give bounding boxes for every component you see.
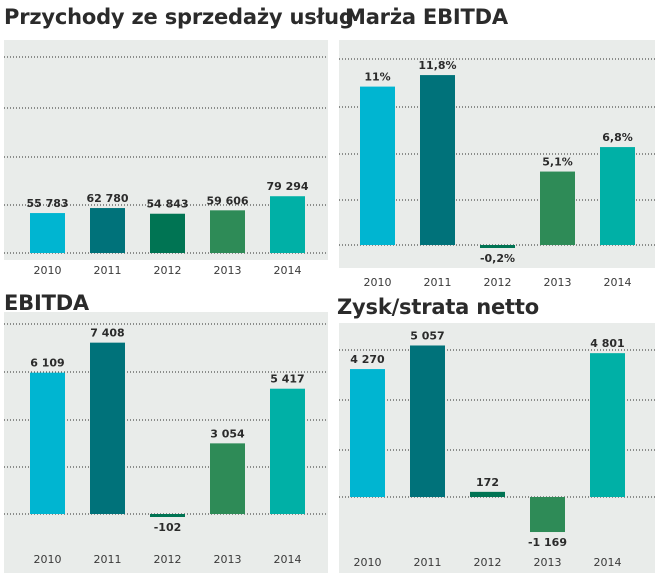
x-tick-label: 2013 — [544, 276, 572, 289]
value-label: 11% — [364, 71, 390, 84]
bar-2014 — [270, 388, 305, 514]
bar-2010 — [360, 86, 395, 245]
value-label: 54 843 — [146, 198, 188, 211]
bar-2014 — [600, 147, 635, 245]
chart-title: Marża EBITDA — [345, 5, 508, 29]
x-tick-label: 2013 — [214, 264, 242, 277]
x-tick-label: 2010 — [364, 276, 392, 289]
value-label: 4 270 — [350, 353, 385, 366]
chart-svg: 11% 2010 11,8% 2011 -0,2% 2012 5,1% 2013 6,8% 201… — [339, 58, 655, 289]
bar-2013 — [530, 497, 565, 533]
value-label: 3 054 — [210, 427, 245, 440]
value-label: 5 417 — [270, 373, 304, 386]
value-label: 5,1% — [542, 156, 573, 169]
x-tick-label: 2011 — [414, 556, 442, 569]
bar-2010 — [30, 372, 65, 514]
x-tick-label: 2011 — [94, 553, 122, 566]
x-tick-label: 2014 — [594, 556, 622, 569]
value-label: 11,8% — [418, 59, 456, 72]
x-tick-label: 2014 — [604, 276, 632, 289]
bar-2011 — [90, 342, 125, 514]
x-tick-label: 2012 — [154, 553, 182, 566]
value-label: 62 780 — [86, 192, 128, 205]
chart-ebitda: EBITDA 6 109 2010 7 408 2011 -102 2012 3 054 20… — [0, 288, 335, 573]
value-label: 59 606 — [206, 194, 248, 207]
x-tick-label: 2012 — [484, 276, 512, 289]
bar-2013 — [210, 443, 245, 514]
bar-2014 — [590, 353, 625, 497]
x-tick-label: 2010 — [34, 264, 62, 277]
x-tick-label: 2011 — [94, 264, 122, 277]
value-label: 4 801 — [590, 337, 624, 350]
chart-svg: 6 109 2010 7 408 2011 -102 2012 3 054 2013 5 417… — [4, 323, 328, 566]
value-label: 55 783 — [26, 197, 68, 210]
value-label: -0,2% — [480, 252, 515, 265]
bar-2014 — [270, 196, 305, 253]
chart-title: Przychody ze sprzedaży usług — [4, 5, 354, 29]
chart-ebitda-margin: Marża EBITDA 11% 2010 11,8% 2011 -0,2% 2012 5,… — [335, 0, 655, 293]
x-tick-label: 2010 — [34, 553, 62, 566]
bar-2012 — [150, 213, 185, 253]
x-tick-label: 2013 — [534, 556, 562, 569]
x-tick-label: 2013 — [214, 553, 242, 566]
value-label: 6,8% — [602, 131, 633, 144]
chart-title: Zysk/strata netto — [337, 295, 539, 319]
chart-revenue: Przychody ze sprzedaży usług 55 783 2010 6… — [0, 0, 354, 288]
chart-svg: 55 783 2010 62 780 2011 54 843 2012 59 606 2013… — [4, 56, 328, 277]
bar-2010 — [30, 213, 65, 253]
x-tick-label: 2014 — [274, 264, 302, 277]
bar-2010 — [350, 369, 385, 497]
x-tick-label: 2012 — [154, 264, 182, 277]
x-tick-label: 2012 — [474, 556, 502, 569]
value-label: 79 294 — [266, 180, 308, 193]
x-tick-label: 2011 — [424, 276, 452, 289]
bar-2011 — [410, 345, 445, 497]
value-label: 7 408 — [90, 327, 124, 340]
x-tick-label: 2010 — [354, 556, 382, 569]
bar-2012 — [470, 491, 505, 497]
bar-2011 — [90, 208, 125, 253]
chart-net-profit: Zysk/strata netto 4 270 2010 5 057 2011 172 2… — [335, 293, 655, 573]
value-label: -1 169 — [528, 536, 567, 549]
chart-title: EBITDA — [4, 291, 89, 315]
value-label: 172 — [476, 476, 499, 489]
chart-svg: 4 270 2010 5 057 2011 172 2012 -1 169 2013 4 801… — [339, 329, 655, 569]
value-label: 6 109 — [30, 357, 64, 370]
x-tick-label: 2014 — [274, 553, 302, 566]
bar-2011 — [420, 75, 455, 245]
value-label: -102 — [154, 521, 182, 534]
bar-2012 — [480, 245, 515, 248]
bar-2013 — [540, 171, 575, 245]
bar-2013 — [210, 210, 245, 253]
value-label: 5 057 — [410, 329, 444, 342]
bar-2012 — [150, 514, 185, 517]
